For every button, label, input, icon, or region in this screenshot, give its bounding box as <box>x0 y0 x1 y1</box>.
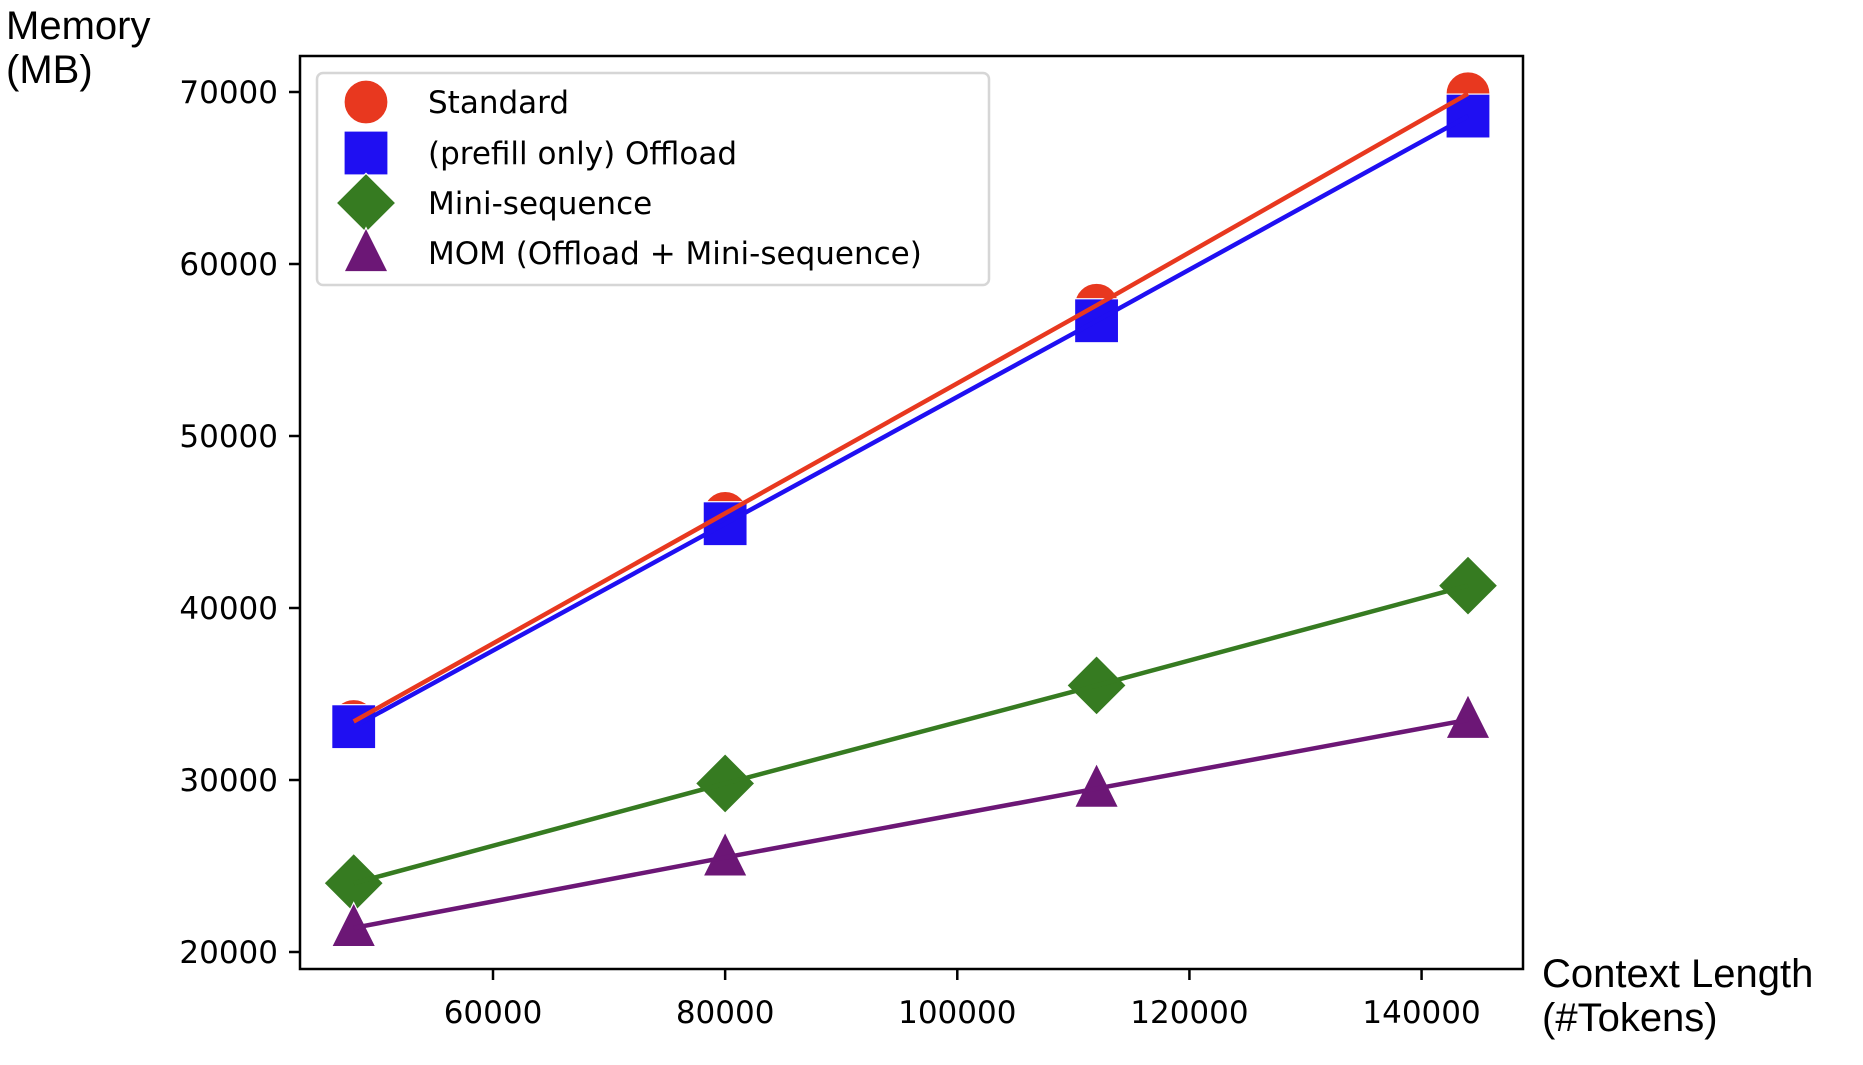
x-tick-label: 60000 <box>444 995 543 1031</box>
triangle-marker-icon <box>343 226 389 273</box>
x-axis-title: Context Length (#Tokens) <box>1542 952 1813 1040</box>
series-line <box>353 717 1469 931</box>
legend: Standard (prefill only) Offload Mini-seque… <box>315 71 991 287</box>
y-axis-title-line-1: Memory <box>6 4 151 48</box>
y-axis-title-line-2: (MB) <box>6 48 93 92</box>
legend-item: MOM (Offload + Mini-sequence) <box>343 226 922 273</box>
y-tick-label: 30000 <box>179 763 278 799</box>
triangle-marker-icon <box>1445 693 1491 740</box>
x-tick-label: 80000 <box>676 995 775 1031</box>
x-axis-title-line-2: (#Tokens) <box>1542 996 1718 1040</box>
legend-item: Standard <box>343 79 569 125</box>
x-axis-ticks: 60000 80000 100000 120000 140000 <box>444 969 1481 1031</box>
series-line <box>352 91 1470 724</box>
legend-label: Standard <box>428 85 569 121</box>
y-tick-label: 50000 <box>179 419 278 455</box>
legend-label: Mini-sequence <box>428 186 652 222</box>
legend-label: (prefill only) Offload <box>428 136 737 172</box>
legend-frame <box>315 71 991 287</box>
x-tick-label: 100000 <box>898 995 1016 1031</box>
y-tick-label: 60000 <box>179 247 278 283</box>
x-axis-title-line-1: Context Length <box>1542 952 1814 996</box>
y-tick-label: 70000 <box>179 75 278 111</box>
plot-frame <box>298 54 1525 971</box>
circle-marker-icon <box>343 79 389 125</box>
legend-label: MOM (Offload + Mini-sequence) <box>428 236 922 272</box>
series-line <box>353 583 1469 886</box>
y-tick-label: 20000 <box>179 935 278 971</box>
x-tick-label: 140000 <box>1362 995 1480 1031</box>
square-marker-icon <box>343 130 389 176</box>
series-line <box>352 114 1470 729</box>
legend-item: Mini-sequence <box>335 172 652 234</box>
y-tick-label: 40000 <box>179 591 278 627</box>
y-axis-ticks: 20000 30000 40000 50000 60000 70000 <box>179 75 300 971</box>
y-axis-title: Memory (MB) <box>6 4 150 92</box>
series-lines <box>352 91 1470 931</box>
x-tick-label: 120000 <box>1130 995 1248 1031</box>
legend-item: (prefill only) Offload <box>343 130 737 176</box>
